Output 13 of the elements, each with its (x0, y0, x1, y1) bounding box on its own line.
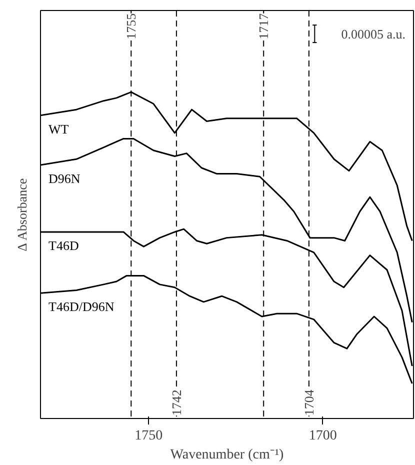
text: 0.00005 a.u. (341, 26, 406, 42)
ref-line-label: 1742 (168, 390, 184, 416)
y-axis-title: Δ Absorbance (14, 178, 30, 252)
x-tick-label: 1700 (308, 428, 337, 444)
series-label: T46D (48, 238, 79, 253)
x-axis-title: Wavenumber (cm⁻¹) (170, 448, 284, 462)
series-label: T46D/D96N (48, 299, 115, 314)
series-label: D96N (48, 170, 81, 186)
x-tick-label: 1750 (134, 428, 163, 444)
ref-line-label: 1704 (301, 389, 316, 416)
ref-line-label: 1717 (256, 12, 272, 40)
series-label: WT (48, 121, 69, 136)
ref-line-label: 1755 (124, 13, 139, 40)
